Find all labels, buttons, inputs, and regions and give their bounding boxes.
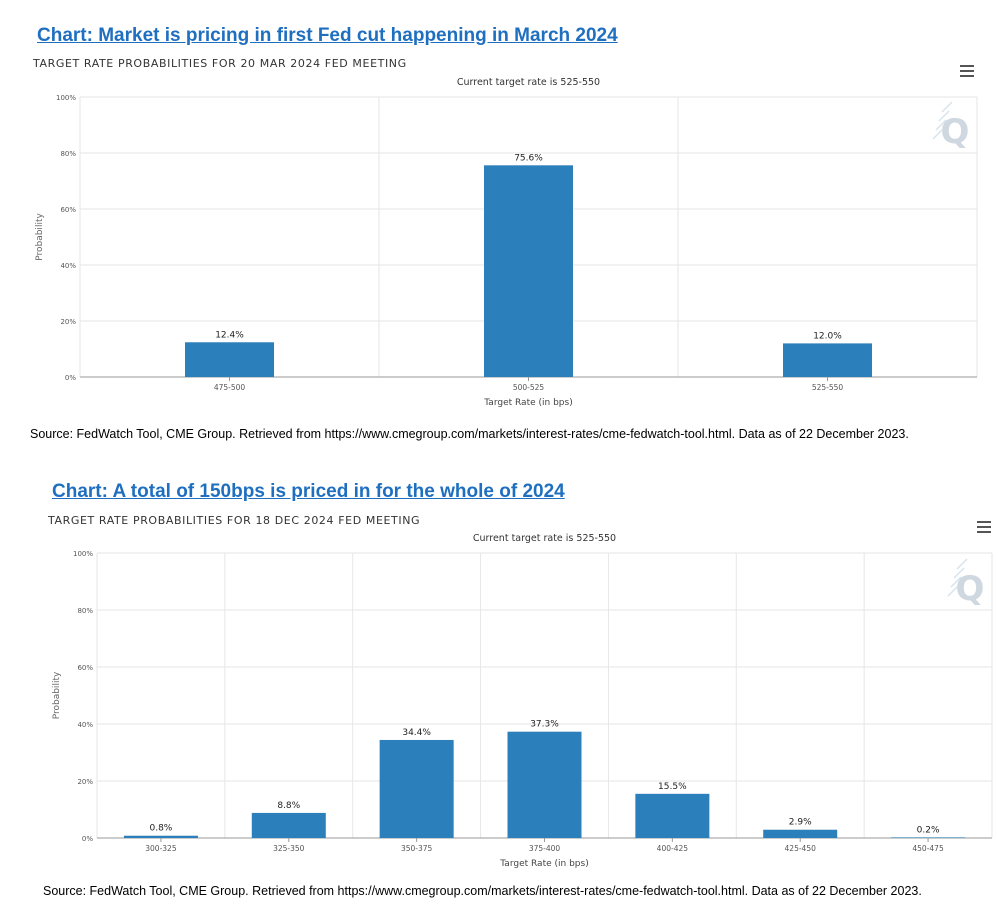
watermark-stroke <box>938 110 950 122</box>
y-axis-title: Probability <box>35 213 45 261</box>
bar <box>379 739 454 838</box>
y-tick-label: 60% <box>77 664 93 672</box>
chart-subtitle: TARGET RATE PROBABILITIES FOR 18 DEC 202… <box>48 514 421 527</box>
bar <box>763 829 838 838</box>
watermark-stroke <box>950 576 962 588</box>
chart-headline: Chart: A total of 150bps is priced in fo… <box>52 481 565 502</box>
y-tick-label: 40% <box>77 721 93 729</box>
y-tick-label: 80% <box>60 150 76 158</box>
chart-source-note: Source: FedWatch Tool, CME Group. Retrie… <box>30 427 909 441</box>
watermark-stroke <box>947 585 959 597</box>
current-rate-note: Current target rate is 525-550 <box>457 77 600 88</box>
chart-menu-icon[interactable] <box>977 521 991 533</box>
x-tick-label: 400-425 <box>657 844 689 853</box>
y-tick-label: 100% <box>56 94 76 102</box>
x-axis-title: Target Rate (in bps) <box>483 398 572 408</box>
watermark-stroke <box>935 119 947 131</box>
x-tick-label: 350-375 <box>401 844 433 853</box>
chart-menu-icon[interactable] <box>960 65 974 77</box>
bar <box>783 343 872 377</box>
x-axis-title: Target Rate (in bps) <box>499 859 588 869</box>
current-rate-note: Current target rate is 525-550 <box>473 533 616 544</box>
x-tick-label: 525-550 <box>812 383 844 392</box>
bar <box>507 731 582 838</box>
watermark-stroke <box>956 558 968 570</box>
y-tick-label: 100% <box>73 550 93 558</box>
data-label: 34.4% <box>402 728 431 738</box>
x-tick-label: 375-400 <box>529 844 561 853</box>
bar <box>891 837 966 838</box>
data-label: 2.9% <box>789 818 812 828</box>
data-label: 75.6% <box>514 153 543 163</box>
watermark-stroke <box>932 128 944 140</box>
bar <box>251 812 326 838</box>
watermark-logo: Q <box>941 112 970 152</box>
watermark-logo: Q <box>956 569 985 609</box>
watermark-stroke <box>953 567 965 579</box>
y-tick-label: 0% <box>82 835 93 843</box>
data-label: 37.3% <box>530 720 559 730</box>
x-tick-label: 475-500 <box>214 383 246 392</box>
data-label: 0.2% <box>917 825 940 835</box>
data-label: 0.8% <box>149 824 172 834</box>
y-tick-label: 20% <box>77 778 93 786</box>
y-tick-label: 20% <box>60 318 76 326</box>
bar <box>635 793 710 838</box>
data-label: 12.0% <box>813 331 842 341</box>
bar-chart-mar-2024: Current target rate is 525-550 0% 20% 40% 60… <box>35 77 978 408</box>
y-tick-label: 60% <box>60 206 76 214</box>
chart-headline: Chart: Market is pricing in first Fed cu… <box>37 25 618 46</box>
y-tick-label: 40% <box>60 262 76 270</box>
x-tick-label: 500-525 <box>513 383 545 392</box>
data-label: 8.8% <box>277 801 300 811</box>
chart-subtitle: TARGET RATE PROBABILITIES FOR 20 MAR 202… <box>33 57 407 70</box>
y-tick-label: 0% <box>65 374 76 382</box>
x-tick-label: 425-450 <box>785 844 817 853</box>
data-label: 12.4% <box>215 330 244 340</box>
bar-chart-dec-2024: Current target rate is 525-550 0% 20% 40% 60… <box>52 533 993 869</box>
x-tick-label: 325-350 <box>273 844 305 853</box>
y-tick-label: 80% <box>77 607 93 615</box>
y-axis-title: Probability <box>52 671 62 719</box>
x-tick-label: 450-475 <box>912 844 944 853</box>
chart-block-1: Chart: Market is pricing in first Fed cu… <box>0 0 998 450</box>
chart-source-note: Source: FedWatch Tool, CME Group. Retrie… <box>43 884 922 898</box>
bar <box>123 835 198 838</box>
bar <box>484 165 573 377</box>
x-tick-label: 300-325 <box>145 844 177 853</box>
watermark-stroke <box>941 101 953 113</box>
data-label: 15.5% <box>658 782 687 792</box>
bar <box>185 342 274 377</box>
